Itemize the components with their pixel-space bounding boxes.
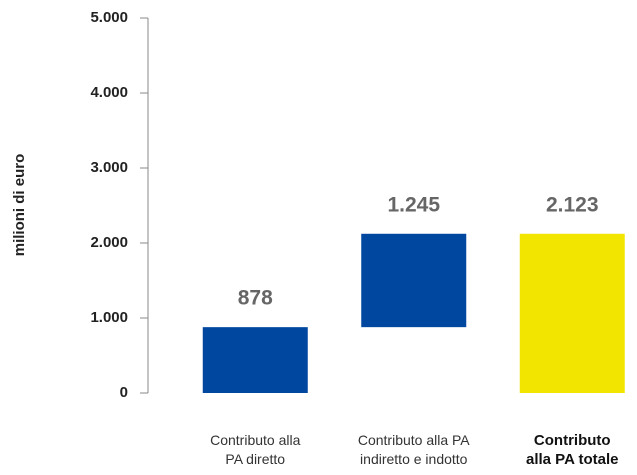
value-label: 878 (238, 287, 273, 310)
x-tick-label-line: alla PA totale (526, 451, 619, 468)
value-label: 2.123 (546, 193, 599, 216)
x-tick-label-line: Contributo alla PA (358, 432, 470, 448)
y-tick-label: 3.000 (90, 159, 128, 176)
y-tick-label: 5.000 (90, 9, 128, 26)
x-tick-label: Contributo alla PA indiretto e indotto (358, 432, 470, 467)
value-label: 1.245 (387, 193, 440, 216)
x-tick-label-line: Contributo (534, 432, 611, 449)
x-tick-label-line: Contributo alla (210, 432, 300, 448)
bar (202, 327, 308, 393)
bar (519, 233, 625, 393)
y-tick-label: 0 (120, 384, 128, 401)
x-tick-label: Contributo alla PA totale (526, 432, 619, 468)
x-tick-label-line: PA diretto (225, 451, 285, 467)
y-tick-label: 1.000 (90, 309, 128, 326)
y-tick-label: 4.000 (90, 84, 128, 101)
y-axis-label: milioni di euro (11, 154, 28, 257)
x-tick-label: Contributo alla PA diretto (210, 432, 300, 467)
bar (361, 233, 467, 328)
y-tick-label: 2.000 (90, 234, 128, 251)
x-tick-label-line: indiretto e indotto (360, 451, 468, 467)
